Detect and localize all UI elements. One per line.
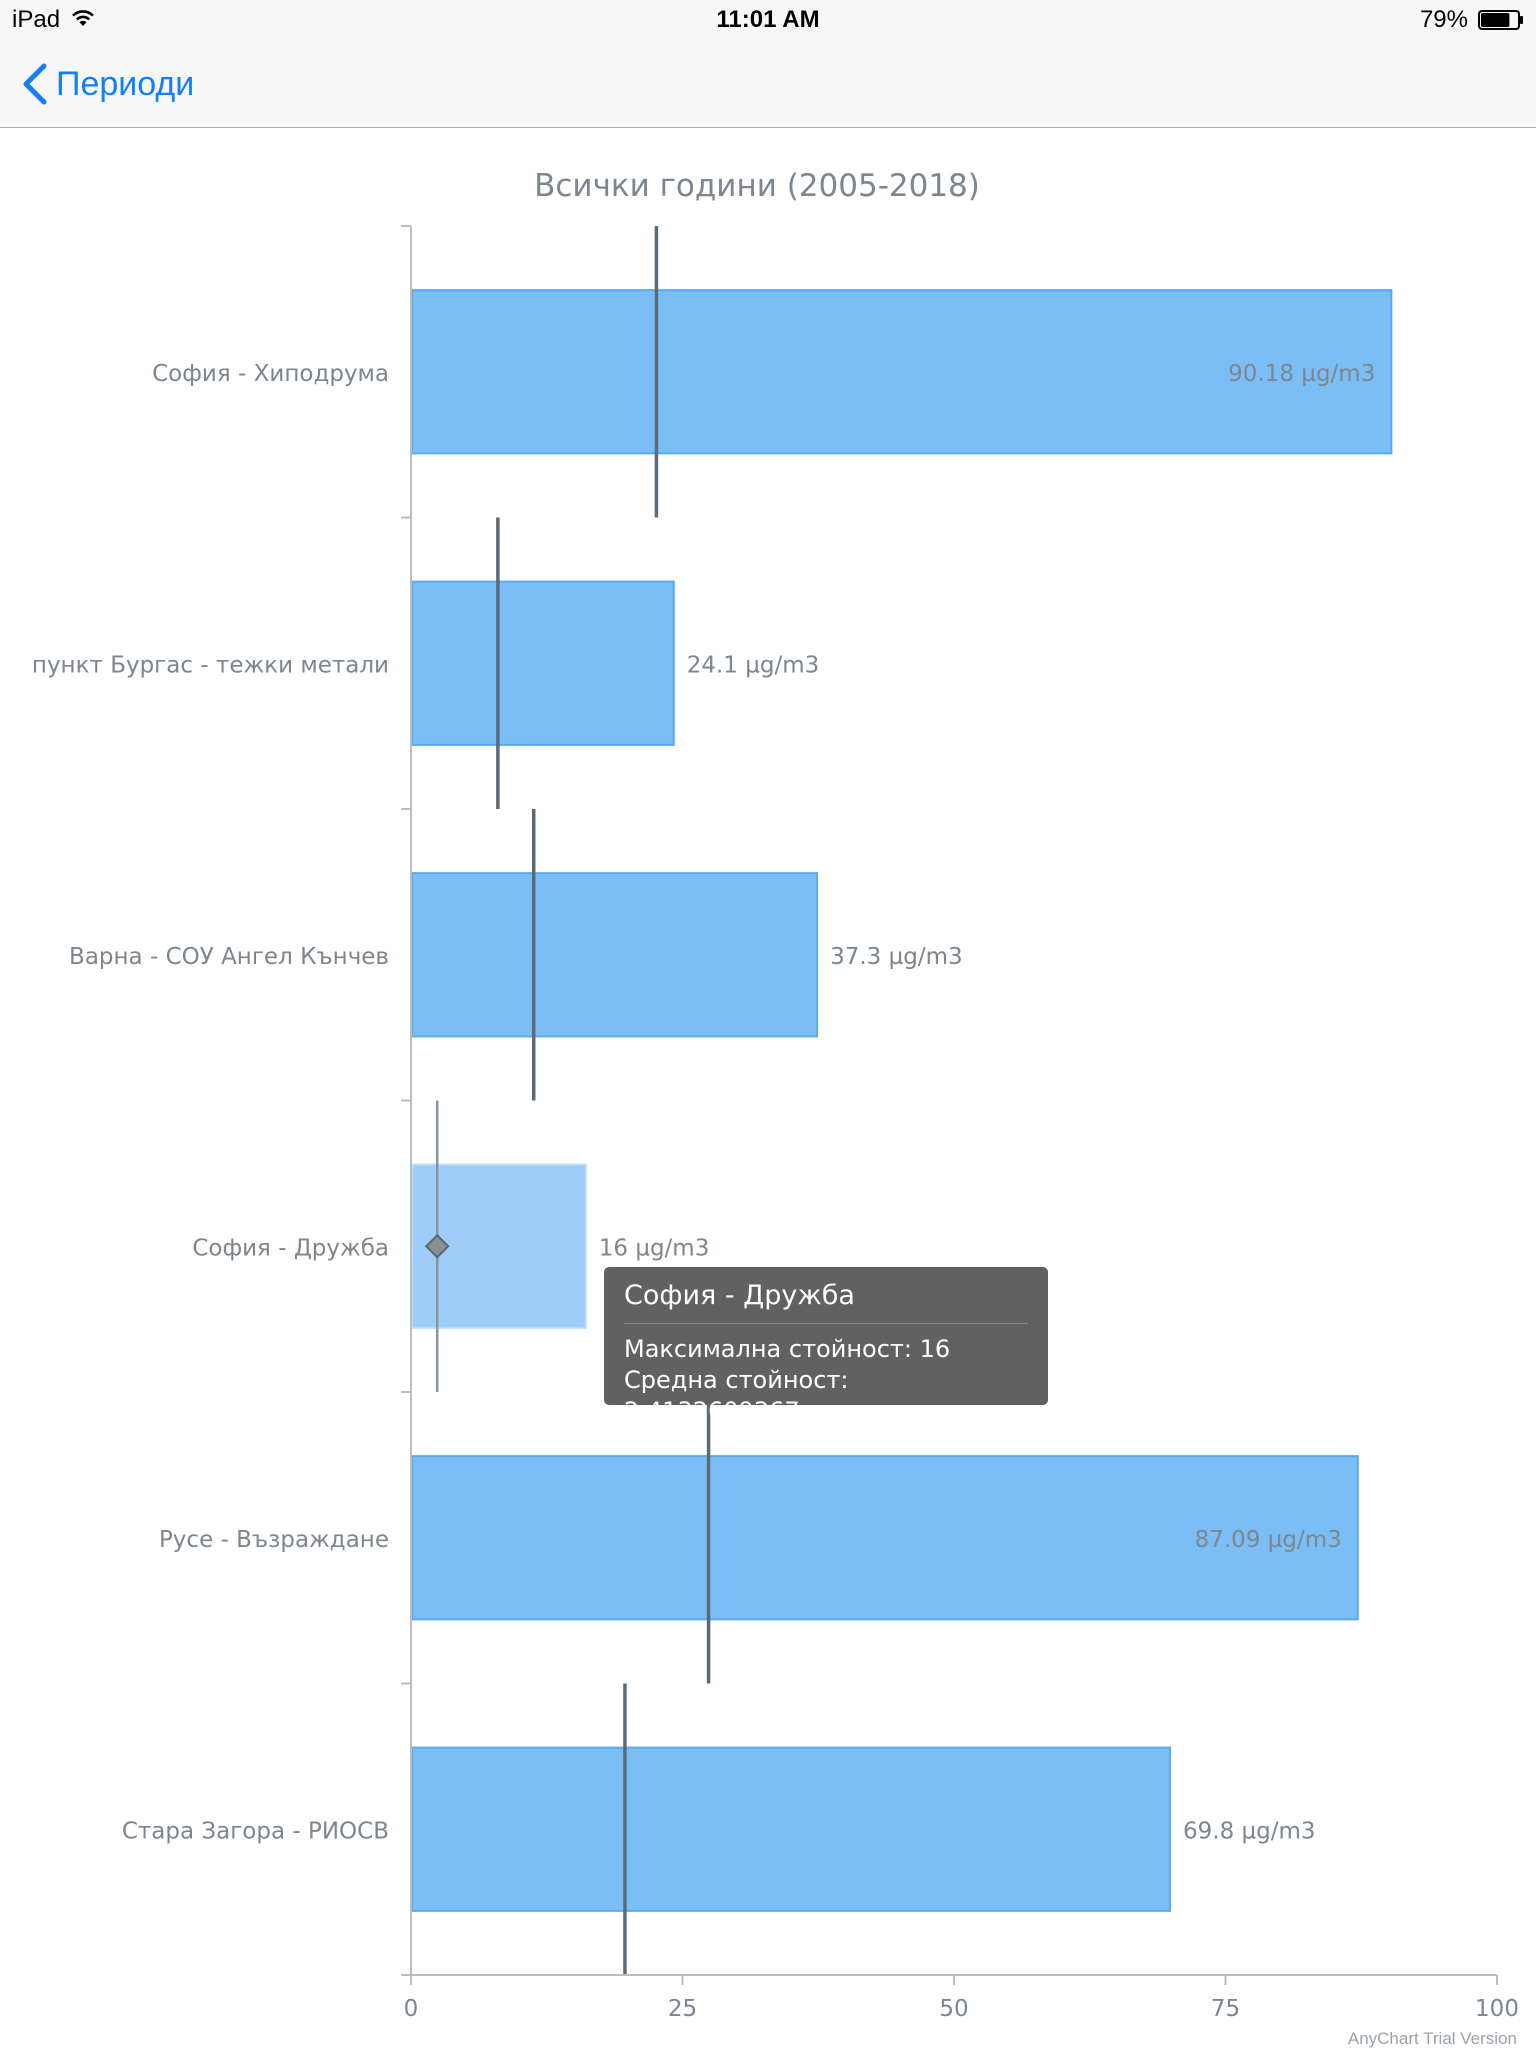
status-time: 11:01 AM [716,6,820,33]
bar[interactable] [411,580,675,746]
value-label: 37.3 µg/m3 [830,944,963,970]
category-label: Русе - Възраждане [159,1527,389,1553]
navigation-bar: Периоди [0,40,1536,128]
category-label: София - Дружба [192,1235,389,1261]
y-axis-ticks [401,225,411,1976]
device-name: iPad [12,6,61,33]
category-label: пункт Бургас - тежки метали [32,652,389,678]
x-axis-ticks: 0 25 50 75 100 [404,1975,1519,2022]
tooltip-max-value: Максимална стойност: 16 [624,1335,951,1363]
average-marker-diamond [424,1233,450,1259]
battery-icon [1478,10,1523,30]
value-labels: 90.18 µg/m3 24.1 µg/m3 37.3 µg/m3 16 µg/m3 8… [599,361,1376,1845]
bars [411,289,1393,1912]
value-label: 69.8 µg/m3 [1183,1818,1316,1844]
chart-container: Всички години (2005-2018) 90.18 µg/m3 24.… [0,129,1536,2048]
value-label: 24.1 µg/m3 [687,652,820,678]
tooltip: София - Дружба Максимална стойност: 16 С… [604,1267,1048,1425]
back-button[interactable]: Периоди [20,60,194,108]
x-tick-label: 50 [939,1996,968,2022]
value-label: 87.09 µg/m3 [1195,1527,1342,1553]
category-labels: София - Хиподрума пункт Бургас - тежки ме… [32,361,389,1845]
x-tick-label: 0 [404,1996,419,2022]
bar[interactable] [411,1455,1359,1621]
x-tick-label: 100 [1475,1996,1519,2022]
category-label: Варна - СОУ Ангел Кънчев [69,944,389,970]
chart-credits[interactable]: AnyChart Trial Version [1348,2029,1517,2048]
bar-chart: Всички години (2005-2018) 90.18 µg/m3 24.… [32,168,1519,2048]
chart-title: Всички години (2005-2018) [534,168,980,204]
battery-percent: 79% [1419,6,1468,33]
tooltip-avg-value: Средна стойност: 2.4132609367 [624,1366,849,1425]
chevron-left-icon [23,63,47,105]
bar[interactable] [411,1746,1172,1912]
tooltip-title: София - Дружба [624,1277,1028,1324]
value-label: 16 µg/m3 [599,1235,710,1261]
category-label: Стара Загора - РИОСВ [122,1818,389,1844]
x-tick-label: 25 [668,1996,697,2022]
back-label: Периоди [56,64,195,103]
status-bar: iPad 11:01 AM 79% [0,0,1536,40]
average-markers [424,226,711,1975]
x-tick-label: 75 [1211,1996,1240,2022]
category-label: София - Хиподрума [152,361,389,387]
value-label: 90.18 µg/m3 [1228,361,1375,387]
wifi-icon [72,10,94,26]
bar[interactable] [411,872,819,1038]
